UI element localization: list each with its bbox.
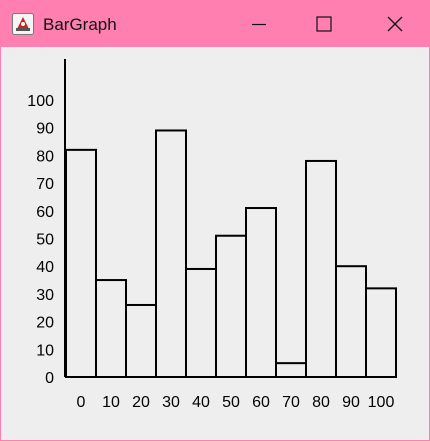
bar [365,287,397,378]
y-tick-label: 100 [27,93,54,110]
close-button[interactable] [372,1,418,47]
y-tick-label: 0 [45,370,54,387]
bar [245,207,277,378]
minimize-icon [252,23,266,26]
x-tick-label: 90 [342,394,360,411]
title-bar[interactable]: BarGraph [1,1,429,47]
bar [305,159,337,378]
bar [185,267,217,378]
y-tick-label: 80 [36,148,54,165]
bar [155,129,187,378]
bar [95,279,127,378]
x-tick-label: 40 [192,394,210,411]
bar [335,265,367,378]
x-tick-label: 30 [162,394,180,411]
x-tick-label: 80 [312,394,330,411]
x-tick-label: 10 [102,394,120,411]
chart-area: 0 10 20 30 40 50 60 70 80 90 100 0 10 20 30 40 50 60 70 80 9… [1,47,429,440]
bar [275,362,307,378]
x-tick-label: 60 [252,394,270,411]
x-tick-label: 0 [77,394,86,411]
maximize-icon [316,16,332,32]
y-tick-label: 90 [36,121,54,138]
window-title: BarGraph [43,15,117,34]
bar-chart: 0 10 20 30 40 50 60 70 80 90 100 0 10 20 30 40 50 60 70 80 9… [27,59,397,411]
maximize-button[interactable] [301,1,347,47]
y-tick-label: 30 [36,287,54,304]
y-tick-label: 50 [36,232,54,249]
x-tick-label: 50 [222,394,240,411]
x-tick-label: 70 [282,394,300,411]
y-tick-label: 40 [36,259,54,276]
bar [215,234,247,378]
y-tick-label: 70 [36,176,54,193]
close-icon [387,16,403,32]
java-app-icon[interactable] [12,13,34,35]
bar [65,148,97,378]
x-tick-label: 100 [368,394,395,411]
minimize-button[interactable] [236,1,282,47]
y-tick-label: 10 [36,342,54,359]
x-tick-label: 20 [132,394,150,411]
bar [125,303,157,379]
y-tick-label: 60 [36,204,54,221]
y-tick-label: 20 [36,315,54,332]
